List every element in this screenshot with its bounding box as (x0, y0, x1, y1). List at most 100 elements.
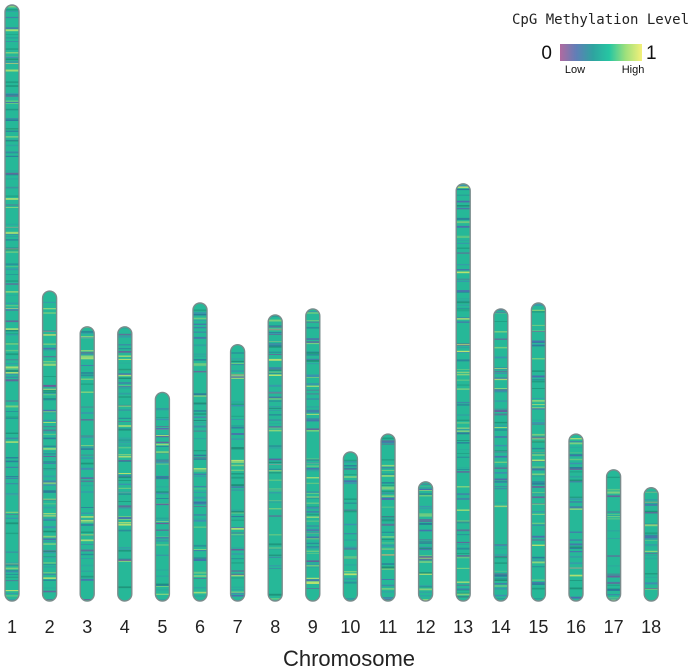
tick-label-8: 8 (270, 617, 280, 637)
methylation-stripe (80, 516, 95, 518)
methylation-stripe (644, 588, 659, 589)
methylation-stripe (418, 513, 433, 516)
methylation-stripe (606, 491, 621, 494)
methylation-stripe (456, 188, 471, 191)
methylation-stripe (5, 320, 19, 323)
methylation-stripe (305, 550, 320, 553)
methylation-stripes (193, 309, 207, 601)
methylation-stripe (569, 446, 583, 448)
methylation-stripe (5, 416, 19, 418)
methylation-stripe (155, 427, 170, 430)
methylation-stripe (531, 535, 546, 538)
methylation-stripe (531, 561, 546, 564)
methylation-stripe (493, 461, 508, 463)
chromosome-outline (380, 433, 396, 602)
methylation-stripes (381, 437, 395, 600)
methylation-stripe (343, 509, 358, 511)
methylation-stripe (193, 469, 207, 472)
methylation-stripe (117, 473, 132, 474)
methylation-stripe (305, 428, 320, 430)
methylation-stripe (456, 430, 471, 432)
methylation-stripes (230, 352, 245, 601)
methylation-stripe (456, 593, 471, 596)
methylation-stripe (230, 550, 245, 551)
methylation-stripe (193, 503, 207, 504)
methylation-stripe (644, 544, 659, 547)
methylation-stripe (268, 367, 283, 369)
methylation-stripe (456, 596, 471, 598)
methylation-stripe (493, 389, 508, 391)
methylation-stripe (80, 575, 95, 578)
methylation-stripe (5, 118, 19, 119)
methylation-stripe (5, 155, 19, 157)
methylation-stripe (343, 598, 358, 600)
methylation-stripe (5, 29, 19, 31)
methylation-stripe (80, 570, 95, 572)
methylation-stripe (531, 419, 546, 421)
methylation-stripe (5, 233, 19, 235)
chromosome-outline (568, 433, 584, 602)
methylation-stripe (5, 370, 19, 372)
methylation-stripe (5, 437, 19, 440)
methylation-stripe (230, 473, 245, 475)
methylation-stripe (5, 580, 19, 582)
methylation-stripe (5, 136, 19, 138)
methylation-stripe (531, 468, 546, 471)
methylation-stripe (343, 598, 358, 599)
methylation-stripe (230, 426, 245, 429)
methylation-stripe (117, 358, 132, 360)
methylation-stripe (305, 516, 320, 518)
methylation-stripe (569, 507, 583, 509)
methylation-stripe (305, 531, 320, 533)
methylation-stripe (493, 574, 508, 577)
methylation-stripe (268, 326, 283, 328)
methylation-stripe (5, 100, 19, 102)
methylation-stripe (268, 391, 283, 393)
methylation-stripe (418, 539, 433, 541)
methylation-stripe (305, 419, 320, 422)
methylation-stripe (531, 481, 546, 483)
methylation-stripe (381, 495, 395, 497)
methylation-stripe (456, 350, 471, 353)
x-tick-labels: 1 2 3 4 5 6 7 8 9 10 11 12 13 14 15 16 17 18 (7, 617, 661, 637)
methylation-stripe (569, 498, 583, 500)
methylation-stripe (305, 492, 320, 494)
methylation-stripe (80, 391, 95, 393)
methylation-stripe (569, 438, 583, 440)
methylation-stripe (418, 591, 433, 593)
methylation-stripe (569, 475, 583, 478)
methylation-stripe (606, 555, 621, 557)
methylation-stripe (493, 429, 508, 431)
methylation-stripe (5, 432, 19, 434)
tick-label-11: 11 (379, 617, 398, 637)
methylation-stripe (155, 554, 170, 556)
methylation-stripe (456, 242, 471, 244)
methylation-stripe (5, 81, 19, 84)
methylation-stripe (117, 425, 132, 427)
methylation-stripe (193, 595, 207, 597)
x-axis-label: Chromosome (283, 646, 415, 670)
methylation-stripe (305, 577, 320, 579)
methylation-stripe (493, 444, 508, 447)
methylation-stripe (456, 442, 471, 444)
methylation-stripe (5, 517, 19, 519)
methylation-stripe (456, 221, 471, 224)
methylation-stripe (80, 372, 95, 374)
methylation-stripe (305, 538, 320, 540)
methylation-stripe (230, 573, 245, 576)
methylation-stripe (42, 526, 57, 529)
methylation-stripe (531, 358, 546, 360)
methylation-stripe (42, 503, 57, 505)
methylation-stripe (456, 556, 471, 559)
methylation-stripe (569, 556, 583, 558)
methylation-stripe (418, 558, 433, 561)
methylation-stripe (493, 411, 508, 412)
methylation-stripe (531, 544, 546, 546)
methylation-stripe (42, 445, 57, 447)
methylation-stripe (456, 401, 471, 404)
methylation-stripe (5, 140, 19, 142)
methylation-stripe (418, 519, 433, 521)
methylation-stripe (644, 535, 659, 538)
methylation-stripe (305, 383, 320, 385)
methylation-stripe (456, 208, 471, 210)
